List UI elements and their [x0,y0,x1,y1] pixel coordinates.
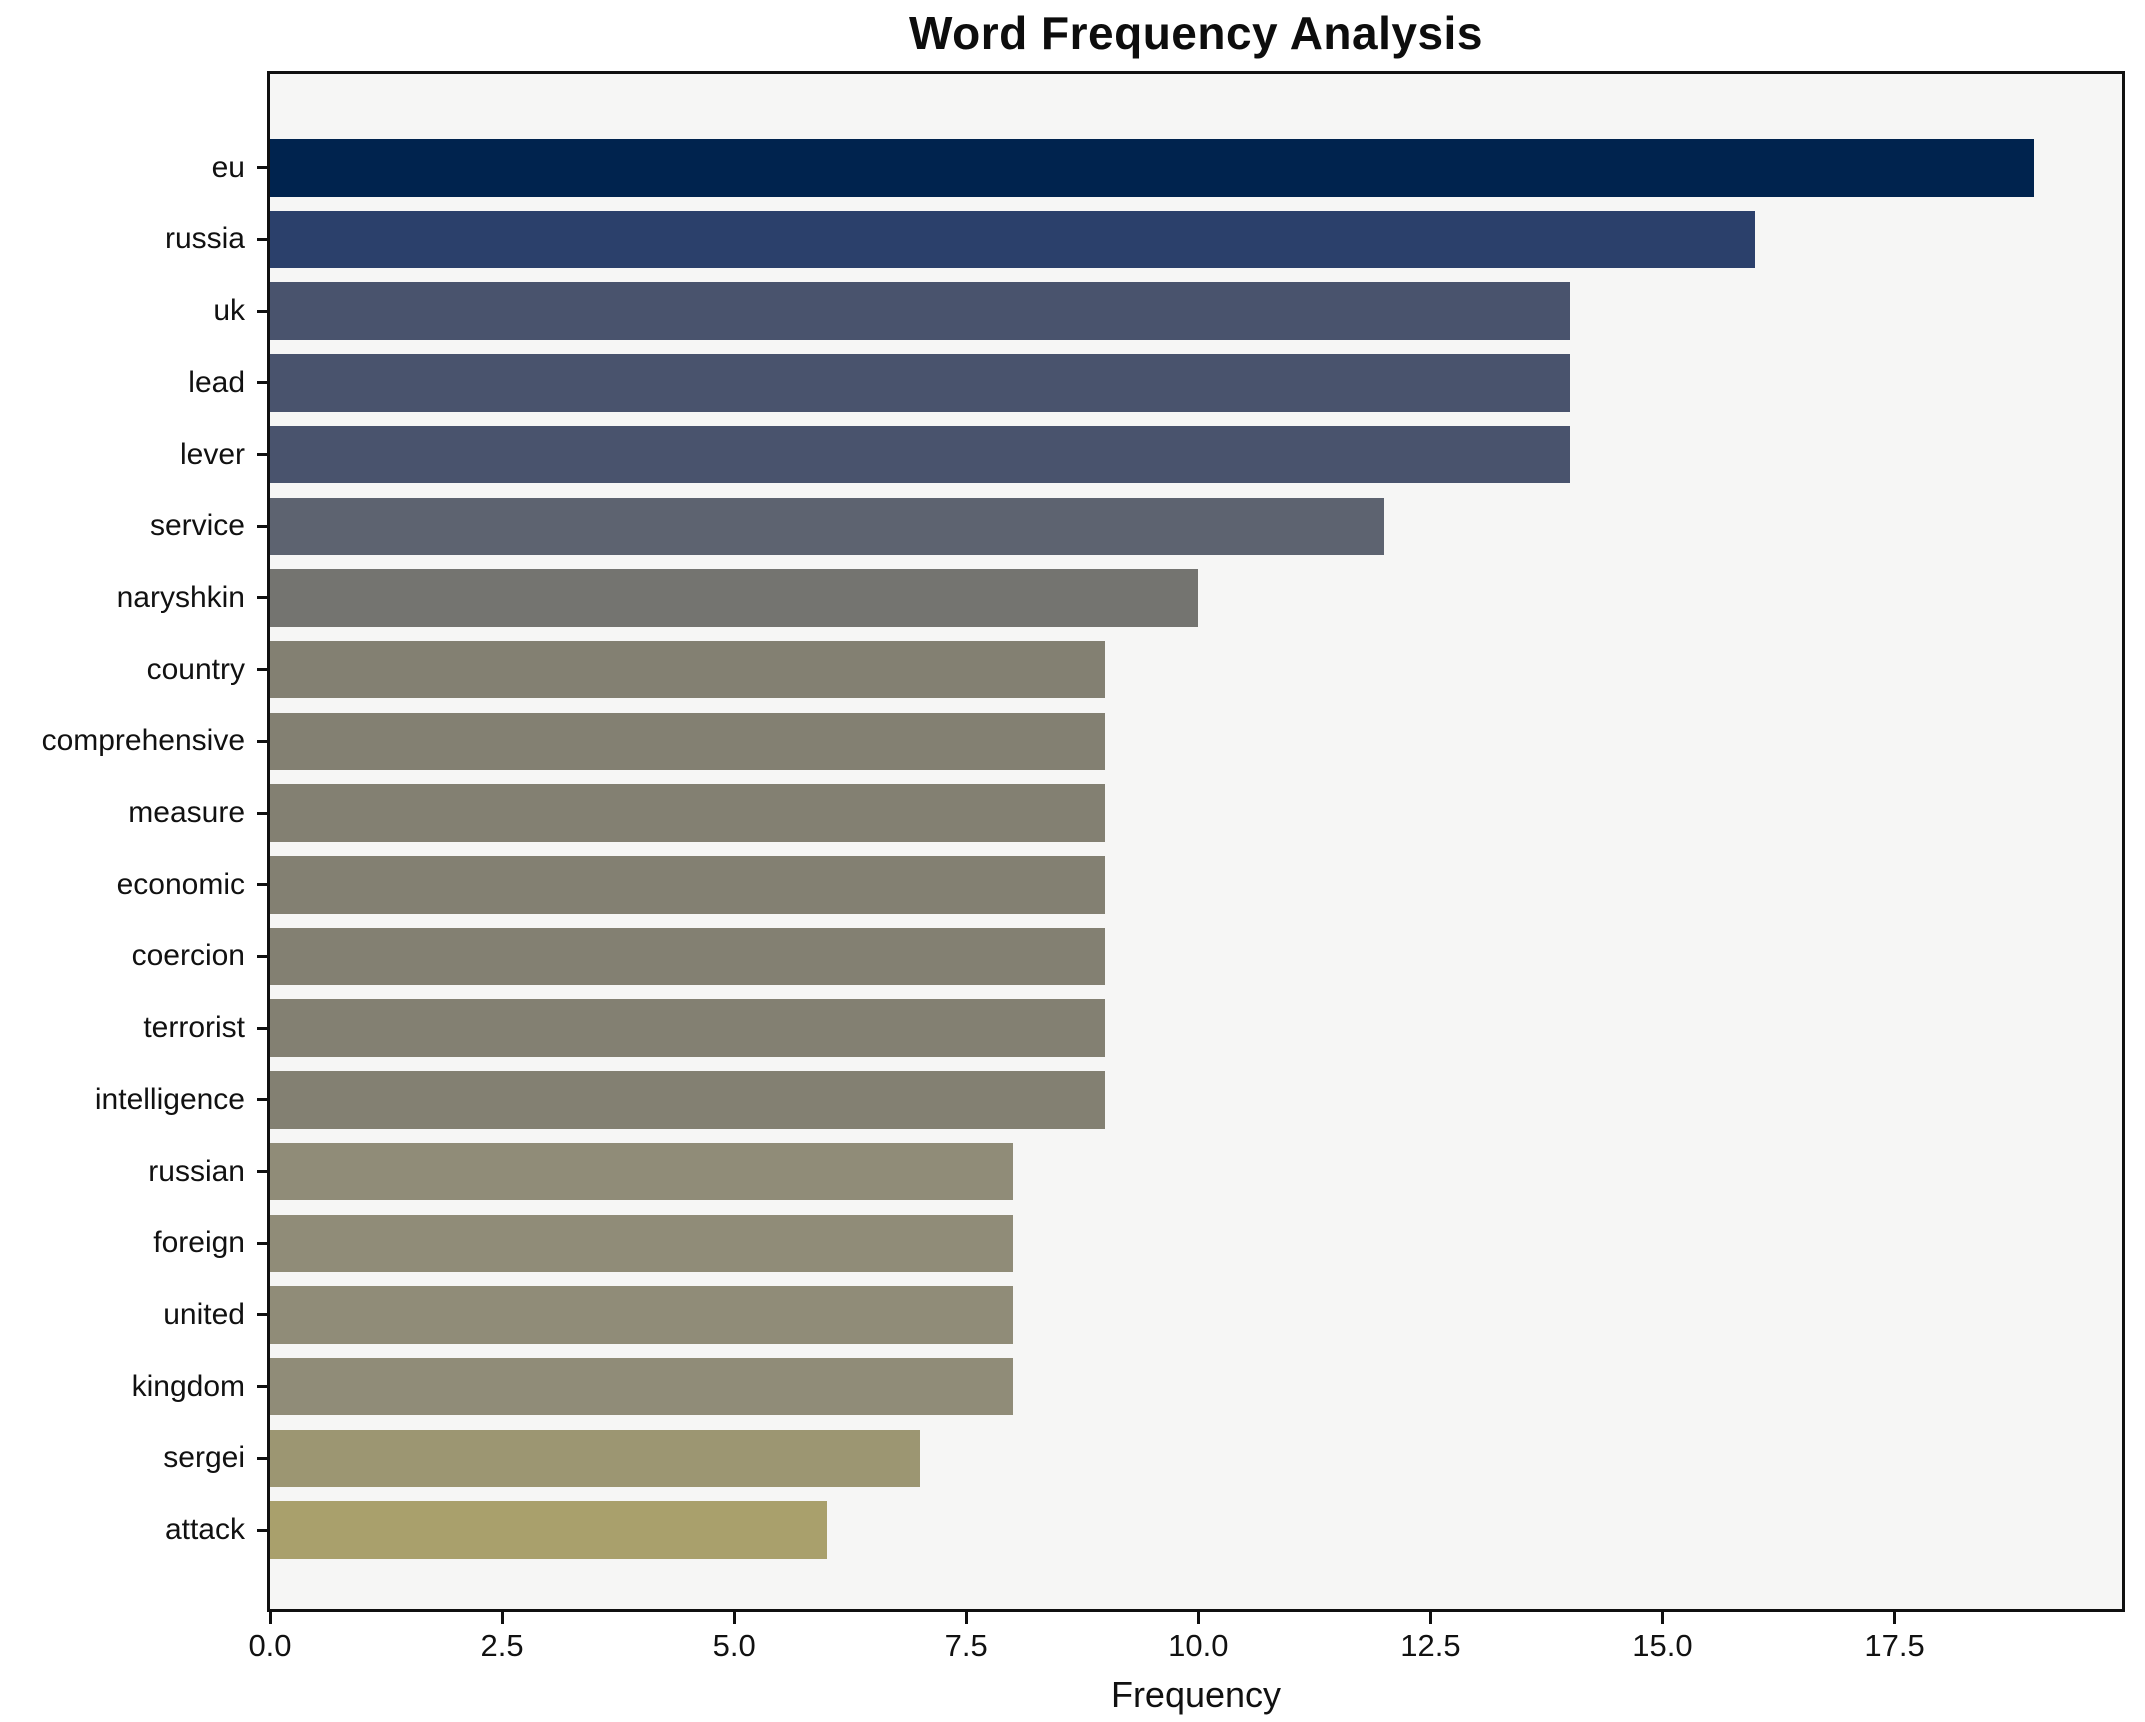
bar-lead [270,354,1570,412]
y-tick-mark [257,1098,267,1102]
x-tick-label-7.5: 7.5 [944,1628,988,1663]
y-tick-mark [257,524,267,528]
x-tick-mark [1428,1612,1432,1624]
y-tick-mark [257,1313,267,1317]
y-tick-mark [257,668,267,672]
x-tick-label-0.0: 0.0 [248,1628,292,1663]
y-tick-label-economic: economic [116,867,245,901]
y-tick-mark [257,1170,267,1174]
bar-eu [270,139,2034,197]
x-tick-mark [1660,1612,1664,1624]
y-tick-label-service: service [149,509,245,543]
y-tick-label-sergei: sergei [163,1441,245,1475]
bar-sergei [270,1429,920,1488]
bar-lever [270,425,1570,484]
x-tick-label-5.0: 5.0 [712,1628,756,1663]
x-tick-label-15.0: 15.0 [1632,1628,1693,1663]
y-tick-label-comprehensive: comprehensive [41,724,245,758]
y-tick-mark [257,1241,267,1245]
y-tick-label-naryshkin: naryshkin [116,580,245,614]
x-tick-mark [1196,1612,1200,1624]
y-tick-label-foreign: foreign [153,1226,245,1260]
y-tick-mark [257,453,267,457]
bar-country [270,640,1106,699]
y-tick-label-uk: uk [213,294,245,328]
x-tick-mark [268,1612,272,1624]
chart-title: Word Frequency Analysis [909,7,1483,59]
y-tick-mark [257,811,267,815]
y-tick-label-eu: eu [211,150,245,184]
y-tick-label-measure: measure [128,796,245,830]
x-tick-mark [1893,1612,1897,1624]
y-tick-mark [257,1385,267,1389]
x-tick-mark [500,1612,504,1624]
y-tick-mark [257,309,267,313]
y-tick-label-attack: attack [164,1513,245,1547]
y-tick-mark [257,954,267,958]
x-tick-mark [964,1612,968,1624]
y-tick-label-coercion: coercion [131,939,245,973]
bar-kingdom [270,1357,1013,1416]
y-tick-mark [257,596,267,600]
y-tick-mark [257,1456,267,1460]
bar-russian [270,1142,1013,1201]
y-tick-label-kingdom: kingdom [131,1369,245,1403]
plot-area [267,71,2125,1612]
bar-service [270,497,1384,555]
y-tick-label-russia: russia [164,222,245,256]
y-tick-label-united: united [163,1297,245,1331]
y-tick-mark [257,1528,267,1532]
y-tick-mark [257,381,267,385]
y-tick-label-terrorist: terrorist [143,1011,245,1045]
bar-coercion [270,927,1106,986]
bar-foreign [270,1214,1013,1272]
bar-intelligence [270,1071,1106,1129]
y-tick-label-lever: lever [179,437,245,471]
bar-naryshkin [270,569,1199,627]
x-tick-label-2.5: 2.5 [480,1628,524,1663]
x-tick-label-10.0: 10.0 [1168,1628,1229,1663]
y-tick-mark [257,237,267,241]
x-tick-mark [732,1612,736,1624]
y-tick-mark [257,739,267,743]
y-tick-label-intelligence: intelligence [94,1082,245,1116]
x-axis-label: Frequency [1110,1674,1282,1715]
bar-comprehensive [270,712,1106,771]
bar-terrorist [270,999,1106,1057]
x-tick-label-12.5: 12.5 [1400,1628,1461,1663]
y-tick-label-lead: lead [188,365,245,399]
bar-russia [270,210,1756,269]
y-tick-label-russian: russian [148,1154,245,1188]
y-tick-label-country: country [146,652,245,686]
y-tick-mark [257,1026,267,1030]
bar-united [270,1286,1013,1344]
y-tick-mark [257,883,267,887]
y-tick-mark [257,166,267,170]
bar-uk [270,282,1570,340]
bar-attack [270,1501,827,1559]
bar-measure [270,784,1106,842]
bar-economic [270,856,1106,914]
x-tick-label-17.5: 17.5 [1864,1628,1925,1663]
